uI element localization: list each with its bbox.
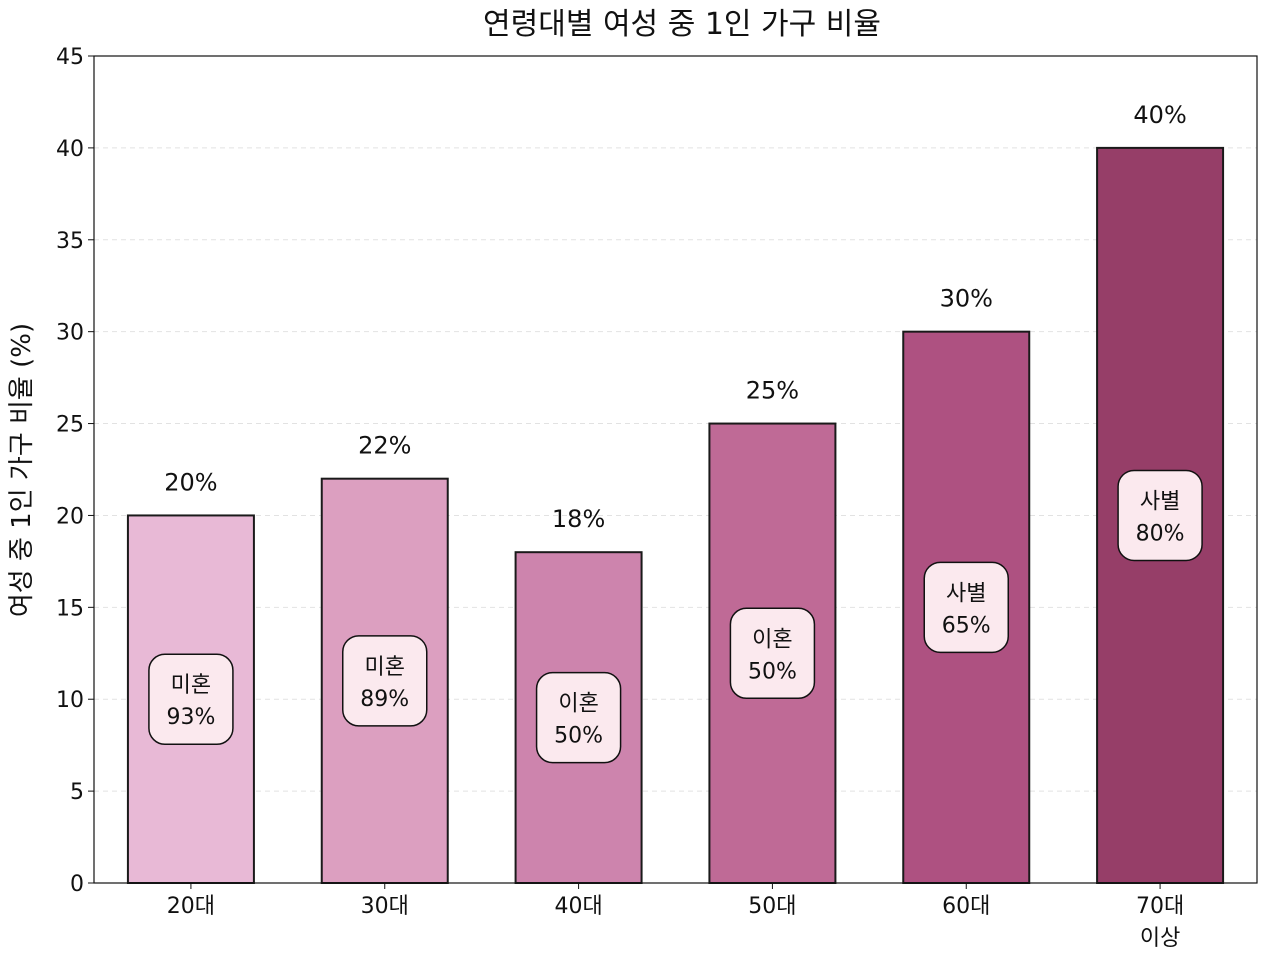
annotation-pct: 65% bbox=[942, 613, 991, 638]
annotation-reason: 이혼 bbox=[752, 627, 792, 652]
y-tick-label: 25 bbox=[56, 413, 84, 438]
value-labels: 20% 22% 18% 25% 30% 40% bbox=[164, 101, 1187, 533]
annotation-box-bg bbox=[148, 653, 234, 745]
value-label: 22% bbox=[358, 432, 411, 460]
annotation-box-bg bbox=[923, 561, 1009, 654]
x-tick-label: 50대 bbox=[748, 894, 796, 919]
chart-title: 연령대별 여성 중 1인 가구 비율 bbox=[483, 7, 881, 42]
annotation-pct: 89% bbox=[360, 687, 409, 712]
annotation-box-bg bbox=[729, 607, 816, 700]
x-tick-label: 30대 bbox=[361, 894, 409, 919]
y-tick-label: 30 bbox=[56, 321, 84, 346]
value-label: 18% bbox=[552, 505, 605, 533]
y-tick-label: 20 bbox=[56, 504, 84, 529]
x-tick-label: 20대 bbox=[167, 894, 215, 919]
annotation-pct: 50% bbox=[748, 659, 797, 684]
y-axis-label: 여성 중 1인 가구 비율 (%) bbox=[7, 323, 37, 617]
y-tick-label: 40 bbox=[56, 137, 84, 162]
annotation-box-bg bbox=[342, 635, 428, 727]
value-label: 25% bbox=[746, 377, 799, 405]
y-tick-label: 5 bbox=[70, 780, 84, 805]
annotation-box: 미혼 89% bbox=[342, 635, 428, 727]
y-tick-label: 15 bbox=[56, 596, 84, 621]
annotation-box: 이혼 50% bbox=[729, 607, 816, 700]
annotation-reason: 사별 bbox=[1140, 489, 1180, 514]
value-label: 20% bbox=[164, 468, 217, 496]
annotation-reason: 사별 bbox=[946, 581, 986, 606]
annotation-box: 미혼 93% bbox=[148, 653, 234, 745]
y-tick-label: 35 bbox=[56, 229, 84, 254]
annotation-box-bg bbox=[1117, 469, 1203, 562]
y-tick-label: 0 bbox=[70, 872, 84, 897]
annotation-pct: 50% bbox=[554, 724, 603, 749]
annotation-pct: 93% bbox=[166, 705, 215, 730]
x-tick-label: 60대 bbox=[942, 894, 990, 919]
y-axis-ticks: 0 5 10 15 20 25 30 35 40 45 bbox=[56, 45, 94, 897]
value-label: 40% bbox=[1133, 101, 1186, 129]
annotation-reason: 미혼 bbox=[365, 655, 405, 680]
y-tick-label: 45 bbox=[56, 45, 84, 70]
annotation-reason: 미혼 bbox=[171, 673, 211, 698]
plot-frame bbox=[93, 55, 1258, 884]
x-tick-label: 이상 bbox=[1140, 926, 1180, 951]
annotation-box: 이혼 50% bbox=[535, 671, 622, 764]
x-tick-label: 40대 bbox=[554, 894, 602, 919]
y-tick-label: 10 bbox=[56, 688, 84, 713]
x-tick-label: 70대 bbox=[1136, 894, 1184, 919]
annotation-pct: 80% bbox=[1136, 521, 1185, 546]
annotation-reason: 이혼 bbox=[558, 692, 598, 717]
value-label: 30% bbox=[940, 285, 993, 313]
annotation-box: 사별 65% bbox=[923, 561, 1009, 654]
annotation-box: 사별 80% bbox=[1117, 469, 1203, 562]
annotation-box-bg bbox=[535, 671, 622, 764]
grid-lines bbox=[94, 147, 1257, 792]
annotations: 미혼 93% 미혼 89% 이혼 50% 이혼 50% 사별 65% 사별 80% bbox=[148, 469, 1203, 764]
